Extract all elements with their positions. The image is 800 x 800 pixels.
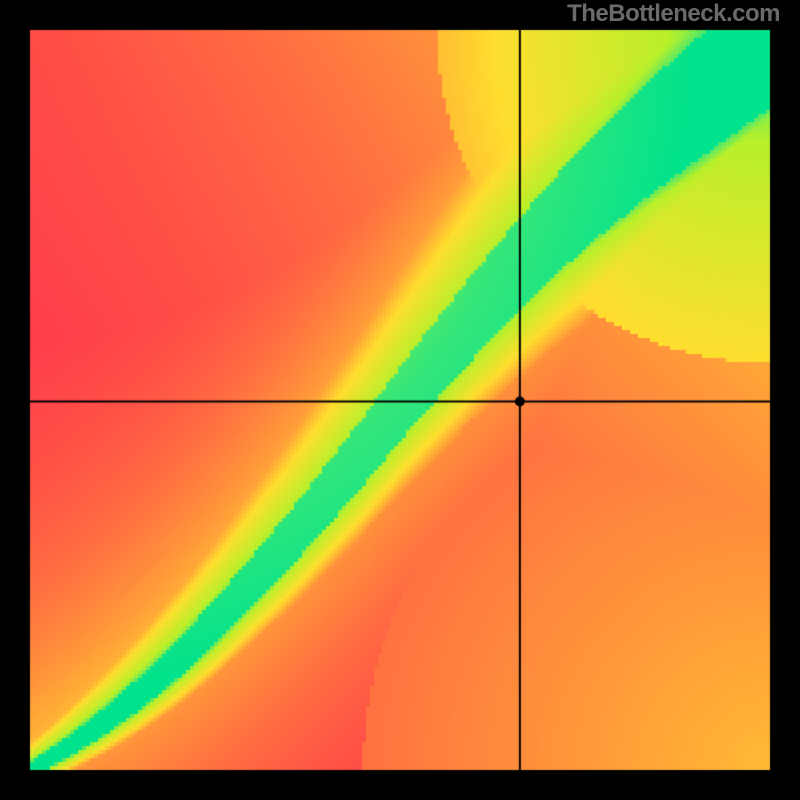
bottleneck-heatmap bbox=[0, 0, 800, 800]
watermark-text: TheBottleneck.com bbox=[567, 0, 780, 28]
